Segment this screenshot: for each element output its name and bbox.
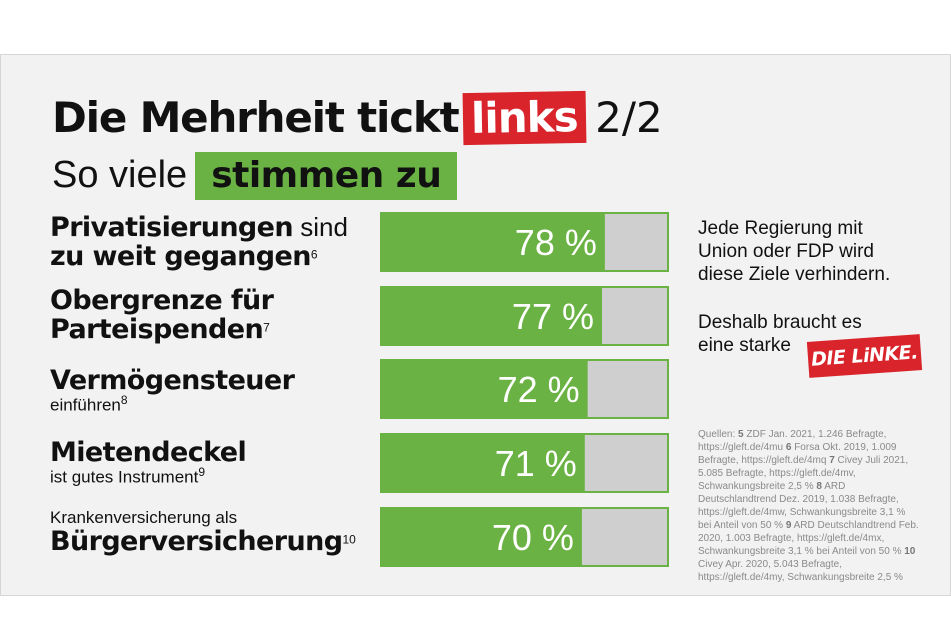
- bar-5: [381, 508, 582, 566]
- bar-3: [381, 360, 588, 418]
- source-num-10: 10: [904, 546, 916, 557]
- row-5-line1-small: Krankenversicherung als: [50, 508, 238, 527]
- side-p1-line-1: Jede Regierung mit: [698, 218, 863, 239]
- row-5-line2-bold: Bürgerversicherung: [50, 526, 343, 557]
- row-2-footnote: 7: [263, 320, 270, 335]
- row-1-line2-bold: zu weit gegangen: [50, 241, 311, 272]
- source-text-7: Civey Juli 2021, 5.085 Befragte, https:/…: [698, 455, 909, 492]
- row-1-line1-bold: Privatisierungen: [50, 212, 294, 243]
- row-5-footnote: 10: [342, 532, 356, 547]
- row-4-line1-bold: Mietendeckel: [50, 437, 247, 468]
- row-2-line2-bold: Parteispenden: [50, 314, 264, 345]
- bar-value-label-4: 71 %: [495, 443, 577, 484]
- source-num-8: 8: [816, 481, 822, 492]
- bar-1: [381, 213, 605, 271]
- row-2-line1-bold: Obergrenze für: [50, 285, 274, 316]
- row-3-line1-bold: Vermögensteuer: [50, 365, 295, 396]
- bar-value-label-1: 78 %: [515, 222, 597, 263]
- source-num-6: 6: [785, 442, 792, 453]
- side-paragraph-2: Deshalb braucht es eine starke: [698, 311, 862, 357]
- title: Die Mehrheit tickt links 2/2: [52, 90, 663, 152]
- row-label-4: Mietendeckel ist gutes Instrument9: [50, 437, 247, 487]
- bar-value-label-5: 70 %: [492, 517, 574, 558]
- row-4-footnote: 9: [198, 465, 206, 479]
- sources-label: Quellen:: [698, 429, 736, 440]
- row-label-3: Vermögensteuer einführen8: [50, 365, 295, 415]
- side-p2-line-2: eine starke: [698, 335, 791, 356]
- source-num-7: 7: [829, 455, 835, 466]
- row-label-5: Krankenversicherung als Bürgerversicheru…: [50, 508, 356, 557]
- source-num-5: 5: [738, 429, 744, 440]
- bar-value-label-3: 72 %: [498, 369, 580, 410]
- row-label-1: Privatisierungen sind zu weit gegangen6: [50, 212, 348, 272]
- title-suffix: 2/2: [595, 93, 663, 142]
- source-text-10: Civey Apr. 2020, 5.043 Befragte, https:/…: [698, 559, 903, 583]
- row-label-2: Obergrenze für Parteispenden7: [50, 285, 274, 345]
- subtitle: So viele stimmen zu: [52, 152, 458, 200]
- title-main: Die Mehrheit tickt: [52, 93, 460, 142]
- source-num-9: 9: [785, 520, 792, 531]
- subtitle-highlight: stimmen zu: [195, 152, 458, 200]
- subtitle-main: So viele: [52, 154, 188, 196]
- side-p1-line-3: diese Ziele verhindern.: [698, 264, 891, 285]
- row-3-footnote: 8: [120, 393, 128, 407]
- row-3-line2-small: einführen: [50, 395, 121, 415]
- side-paragraph-1: Jede Regierung mit Union oder FDP wird d…: [698, 217, 890, 286]
- bar-2: [381, 287, 602, 345]
- source-text-9: ARD Deutschlandtrend Feb. 2020, 1.003 Be…: [698, 520, 919, 557]
- source-text-5: ZDF Jan. 2021, 1.246 Befragte, https://g…: [698, 429, 887, 453]
- row-4-line2-small: ist gutes Instrument: [50, 467, 199, 487]
- side-p2-line-1: Deshalb braucht es: [698, 312, 862, 333]
- row-1-line1-rest: sind: [293, 212, 348, 242]
- source-text-8: ARD Deutschlandtrend Dez. 2019, 1.038 Be…: [698, 481, 906, 531]
- sources: Quellen: 5 ZDF Jan. 2021, 1.246 Befragte…: [698, 428, 920, 584]
- side-p1-line-2: Union oder FDP wird: [698, 241, 875, 262]
- bar-4: [381, 434, 585, 492]
- bar-value-label-2: 77 %: [512, 296, 594, 337]
- row-1-footnote: 6: [310, 247, 318, 262]
- source-text-6: Forsa Okt. 2019, 1.009 Befragte, https:/…: [698, 442, 897, 466]
